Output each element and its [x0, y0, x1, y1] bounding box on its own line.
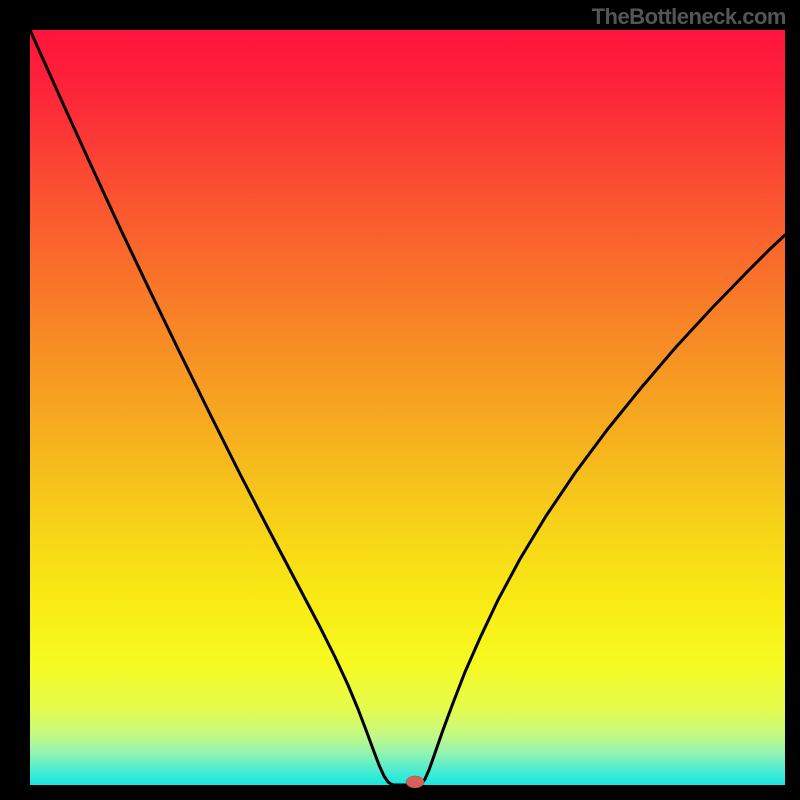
watermark-text: TheBottleneck.com: [592, 4, 786, 30]
plot-background: [30, 30, 785, 785]
minimum-marker: [406, 776, 424, 788]
chart-container: TheBottleneck.com: [0, 0, 800, 800]
bottleneck-chart: [0, 0, 800, 800]
